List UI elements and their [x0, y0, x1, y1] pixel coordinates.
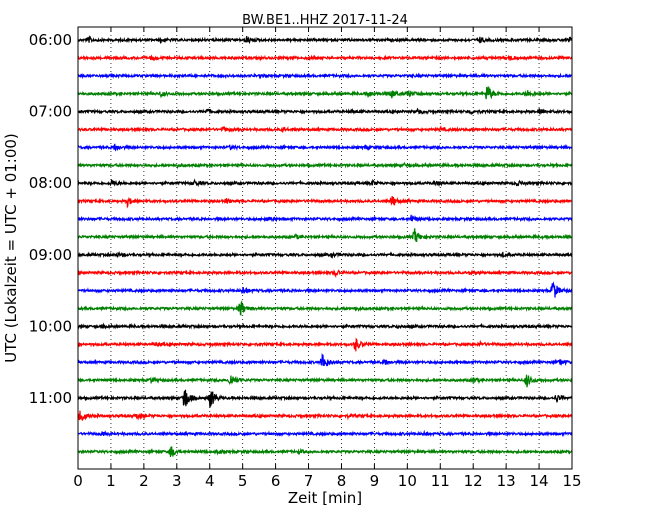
x-tick-label: 5	[238, 472, 248, 490]
x-tick-label: 14	[530, 472, 549, 490]
x-tick-label: 7	[304, 472, 314, 490]
trace-line	[77, 34, 573, 45]
plot-frame	[77, 26, 573, 470]
y-tick-label: 11:00	[29, 389, 72, 407]
y-tick-label: 09:00	[29, 246, 72, 264]
trace-line	[77, 299, 573, 316]
trace-line	[77, 446, 573, 457]
x-tick-label: 12	[464, 472, 483, 490]
trace-line	[77, 228, 573, 242]
trace-line	[77, 429, 573, 438]
trace-line	[77, 337, 573, 352]
trace-line	[77, 72, 573, 80]
x-tick-label: 13	[497, 472, 516, 490]
trace-line	[77, 196, 573, 209]
trace-line	[77, 389, 573, 408]
chart-title: BW.BE1..HHZ 2017-11-24	[242, 13, 408, 28]
vertical-grid	[110, 27, 540, 469]
trace-line	[77, 269, 573, 278]
trace-line	[77, 374, 573, 388]
trace-line	[77, 143, 573, 152]
trace-line	[77, 251, 573, 259]
x-tick-label: 8	[337, 472, 347, 490]
trace-line	[77, 352, 573, 367]
axis-ticks: 0 1 2 3 4 5 6 7 8 9 10 11 12 13 14 1506:0007:0008:0009:…	[29, 27, 582, 490]
x-tick-label: 15	[562, 472, 581, 490]
x-tick-label: 6	[271, 472, 281, 490]
trace-line	[77, 54, 573, 62]
x-axis-label: Zeit [min]	[288, 489, 362, 507]
y-tick-label: 06:00	[29, 31, 72, 49]
x-tick-label: 1	[106, 472, 116, 490]
trace-line	[77, 178, 573, 188]
y-tick-label: 10:00	[29, 317, 72, 335]
x-tick-label: 2	[139, 472, 149, 490]
x-tick-label: 0	[73, 472, 83, 490]
trace-line	[77, 322, 573, 330]
x-tick-label: 3	[172, 472, 182, 490]
y-tick-label: 08:00	[29, 174, 72, 192]
trace-line	[77, 107, 573, 116]
trace-line	[77, 410, 573, 421]
x-tick-label: 4	[205, 472, 215, 490]
x-tick-label: 11	[431, 472, 450, 490]
x-tick-label: 10	[398, 472, 417, 490]
y-axis-label: UTC (Lokalzeit = UTC + 01:00)	[2, 133, 20, 363]
trace-line	[77, 281, 573, 298]
y-tick-label: 07:00	[29, 103, 72, 121]
trace-line	[77, 125, 573, 134]
trace-line	[77, 86, 573, 100]
x-tick-label: 9	[370, 472, 380, 490]
trace-group	[77, 34, 573, 457]
trace-line	[77, 161, 573, 170]
trace-line	[77, 214, 573, 223]
